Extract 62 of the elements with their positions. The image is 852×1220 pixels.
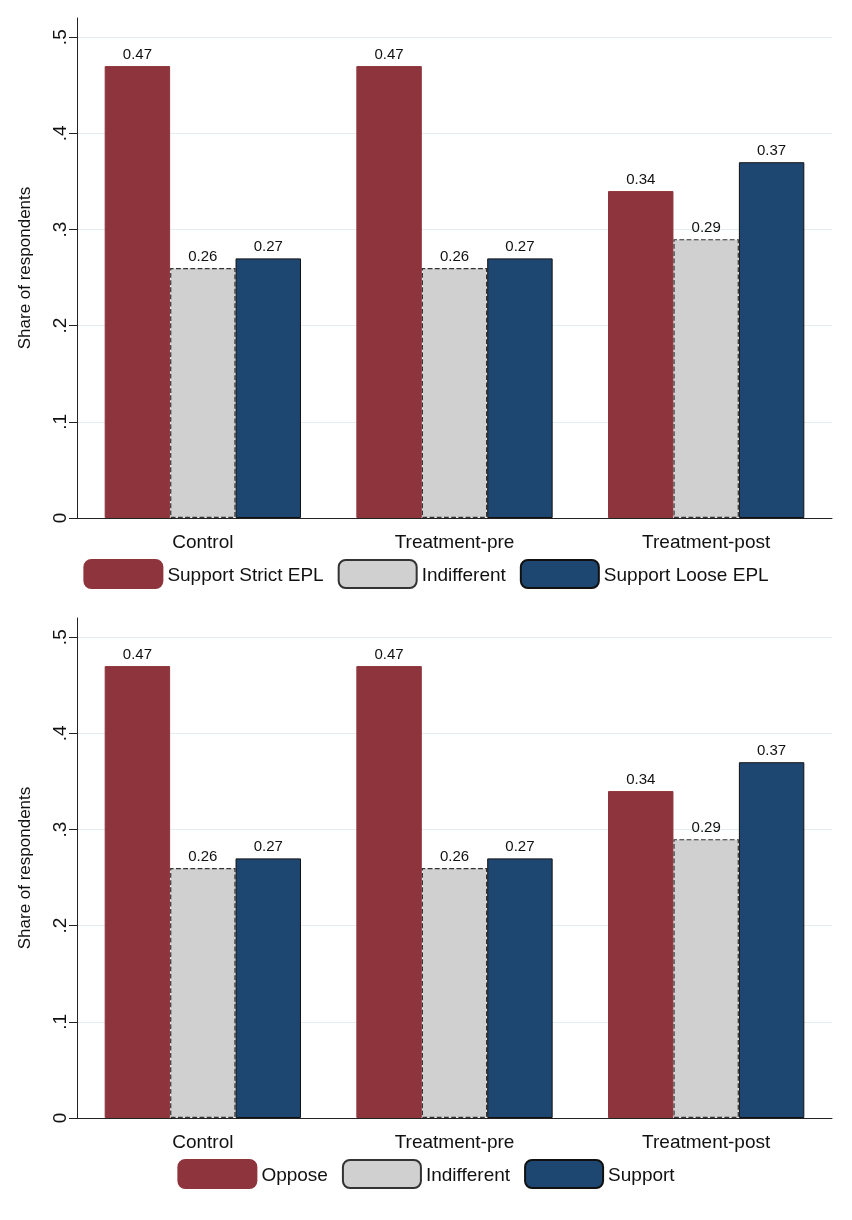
- bar: [487, 258, 553, 518]
- bar: [608, 791, 674, 1118]
- y-tick-label: .1: [49, 413, 70, 430]
- y-tick-label: 0: [49, 1112, 70, 1124]
- y-tick-label: .2: [49, 317, 70, 334]
- y-tick-label: .4: [49, 725, 70, 742]
- data-label: 0.27: [253, 237, 283, 255]
- bar: [487, 858, 553, 1118]
- x-tick-label: Treatment-pre: [394, 531, 515, 552]
- legend-label: Indifferent: [421, 563, 507, 585]
- bar: [673, 239, 739, 518]
- x-tick-label: Treatment-post: [642, 531, 771, 552]
- y-tick-label: 0: [49, 512, 70, 524]
- data-label: 0.34: [626, 770, 656, 788]
- data-label: 0.26: [439, 247, 470, 264]
- data-label: 0.29: [691, 218, 721, 236]
- bar: [356, 66, 422, 518]
- x-tick-label: Treatment-pre: [394, 1131, 515, 1152]
- y-tick-label: .4: [49, 125, 70, 142]
- bar: [608, 191, 674, 518]
- data-label: 0.29: [691, 818, 721, 836]
- data-label: 0.27: [253, 837, 283, 855]
- y-tick-label: .1: [49, 1013, 70, 1030]
- data-label: 0.27: [505, 837, 535, 855]
- legend-label: Support Strict EPL: [167, 563, 324, 585]
- data-label: 0.34: [626, 170, 656, 188]
- y-axis-title: Share of respondents: [15, 786, 34, 950]
- data-label: 0.47: [122, 45, 152, 63]
- bar: [738, 162, 805, 518]
- legend-label: Indifferent: [425, 1163, 511, 1185]
- data-label: 0.27: [505, 237, 535, 255]
- x-tick-label: Control: [172, 531, 234, 552]
- y-tick-label: .5: [49, 29, 70, 46]
- y-tick-label: .5: [49, 629, 70, 646]
- data-label: 0.47: [122, 645, 152, 663]
- bar: [170, 868, 236, 1118]
- bar: [738, 762, 805, 1118]
- data-label: 0.26: [188, 847, 218, 864]
- y-tick-label: .3: [49, 221, 70, 238]
- bar: [104, 66, 171, 518]
- y-axis-title: Share of respondents: [15, 186, 34, 350]
- bar: [235, 258, 301, 518]
- legend-label: Oppose: [261, 1163, 328, 1185]
- bar: [421, 868, 488, 1118]
- data-label: 0.37: [757, 741, 787, 759]
- bar: [170, 268, 236, 518]
- data-label: 0.47: [374, 45, 404, 63]
- data-label: 0.26: [439, 847, 470, 864]
- bar: [421, 268, 488, 518]
- legend-label: Support: [608, 1163, 676, 1185]
- data-label: 0.47: [374, 645, 404, 663]
- bar: [104, 666, 171, 1118]
- y-tick-label: .2: [49, 917, 70, 934]
- bar: [673, 839, 739, 1118]
- x-tick-label: Control: [172, 1131, 234, 1152]
- x-tick-label: Treatment-post: [642, 1131, 771, 1152]
- legend-label: Support Loose EPL: [603, 563, 769, 585]
- data-label: 0.37: [757, 141, 787, 159]
- data-label: 0.26: [188, 247, 218, 264]
- y-tick-label: .3: [49, 821, 70, 838]
- bar: [356, 666, 422, 1118]
- bar: [235, 858, 301, 1118]
